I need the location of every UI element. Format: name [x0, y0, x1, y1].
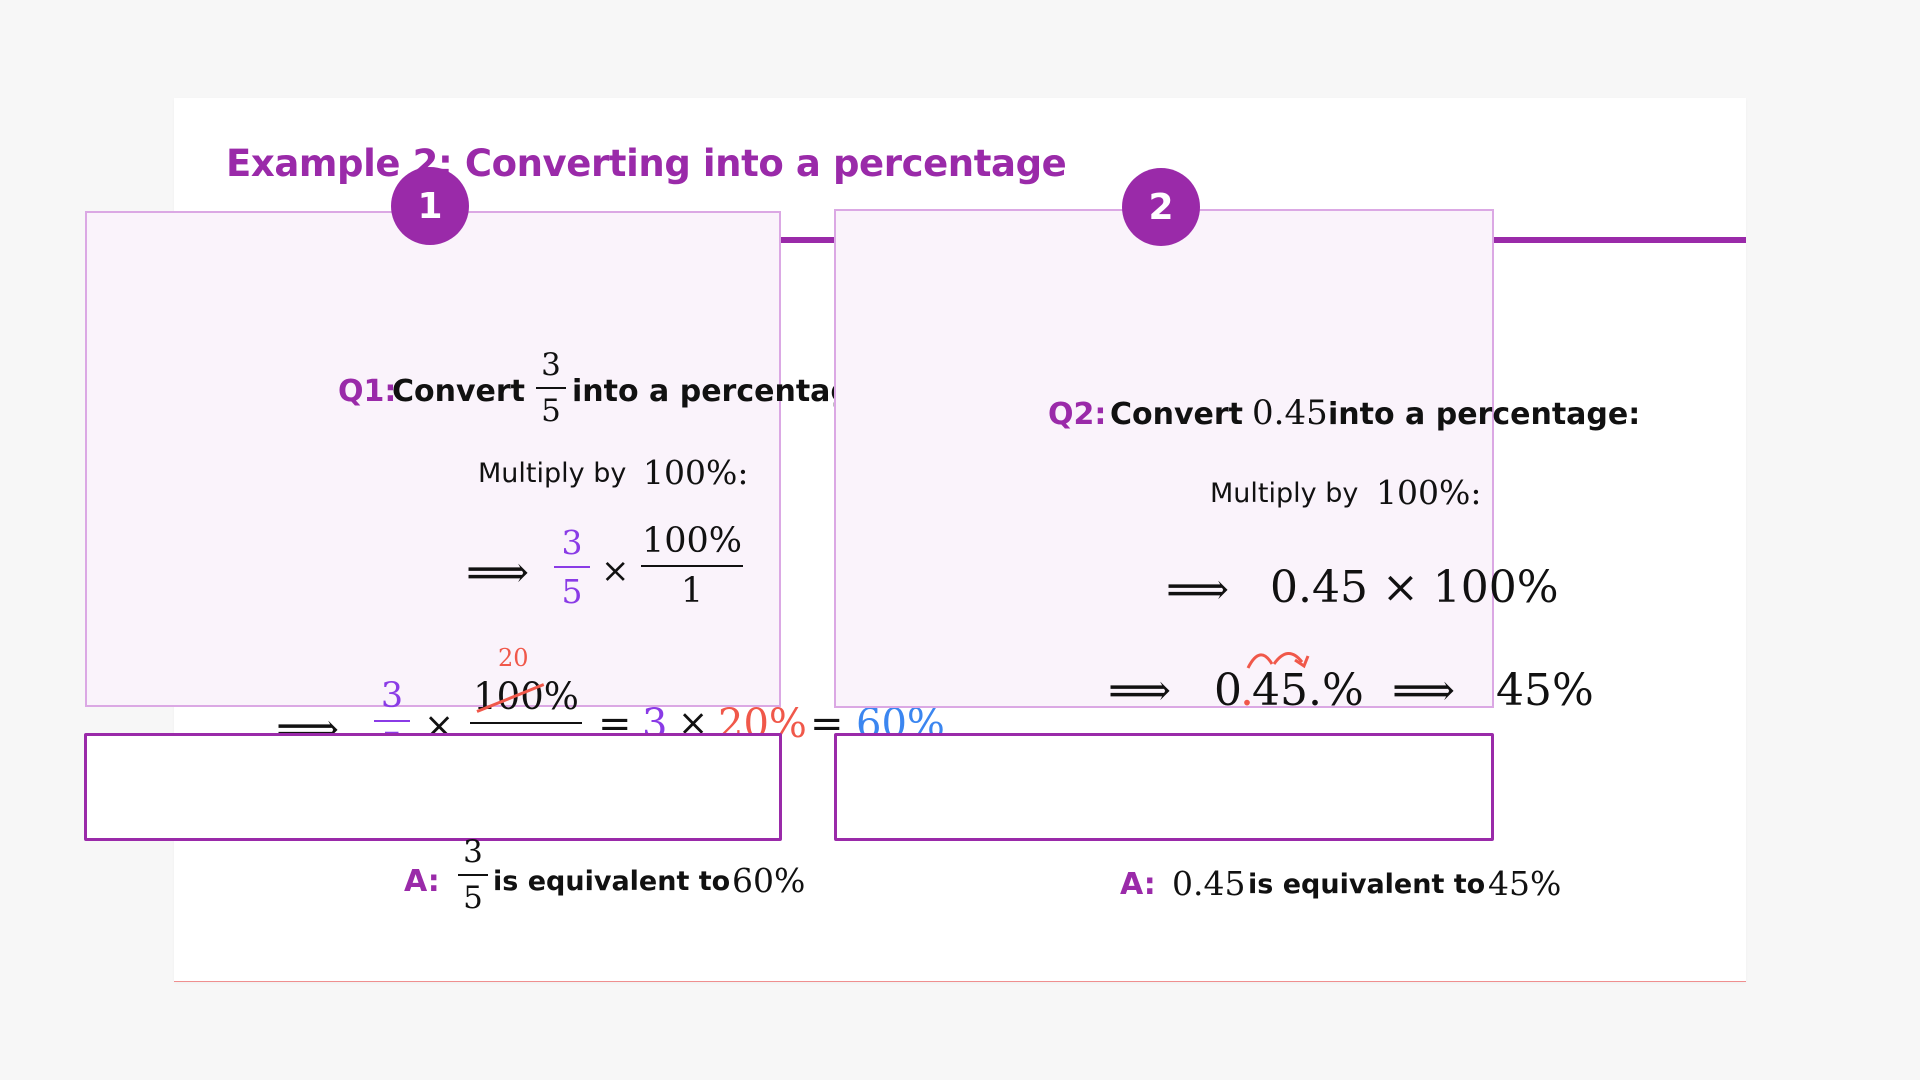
question-2-panel — [834, 209, 1494, 708]
page-title: Example 2: Converting into a percentage — [226, 142, 1067, 185]
a2-value: 0.45 — [1172, 864, 1246, 903]
q2-step1-implies-icon: ⟹ — [1166, 564, 1230, 615]
question-2-badge: 2 — [1122, 168, 1200, 246]
q2-step2-zero: 0 — [1214, 665, 1242, 716]
a1-value: 60% — [732, 861, 806, 900]
q2-multiply-text: Multiply by — [1210, 478, 1359, 509]
question-1-badge: 1 — [391, 167, 469, 245]
q1-step2-frac2-bar — [470, 722, 582, 724]
answer-1-box — [84, 733, 782, 841]
q2-prompt-post: into a percentage: — [1328, 397, 1641, 432]
q1-step1-frac2-numerator: 100% — [641, 521, 743, 561]
q1-prompt-post: into a percentage: — [572, 374, 885, 409]
q1-multiply-value: 100%: — [643, 453, 749, 492]
a2-text: is equivalent to — [1248, 869, 1486, 900]
a1-fraction-bar — [458, 874, 488, 876]
q2-value: 0.45 — [1252, 393, 1328, 433]
q2-step2-percent: % — [1322, 665, 1364, 716]
q1-step1-implies-icon: ⟹ — [466, 547, 530, 598]
q2-label: Q2: — [1048, 397, 1107, 432]
q1-step2-frac2-numerator: 100% — [473, 675, 579, 718]
q2-step2-digits: 45. — [1252, 665, 1322, 716]
q1-step1-fraction-2: 100% 1 — [641, 521, 743, 611]
answer-2-box — [834, 733, 1494, 841]
q1-fraction-bar — [536, 387, 566, 389]
q2-step2-old-decimal: . — [1240, 665, 1254, 716]
q2-step2-result: 45% — [1496, 665, 1594, 716]
q1-prompt-pre: Convert — [392, 374, 526, 409]
q2-step1-expression: 0.45 × 100% — [1270, 562, 1559, 613]
q1-multiply-text: Multiply by — [478, 458, 627, 489]
q1-step1-denominator: 5 — [561, 572, 583, 611]
q1-step1-fraction: 3 5 — [554, 523, 590, 611]
q1-fraction-numerator: 3 — [541, 347, 561, 383]
q1-label: Q1: — [338, 374, 397, 409]
a1-fraction-denominator: 5 — [463, 880, 483, 916]
q2-step2-implies-icon: ⟹ — [1108, 665, 1172, 716]
a1-label: A: — [404, 864, 440, 899]
question-1-panel — [85, 211, 781, 707]
a1-fraction: 3 5 — [458, 834, 488, 916]
q1-fraction-denominator: 5 — [541, 393, 561, 429]
q1-step1-frac2-denominator: 1 — [680, 571, 704, 611]
q1-step1-times-icon: × — [601, 551, 630, 591]
a1-fraction-numerator: 3 — [463, 834, 483, 870]
q2-prompt-pre: Convert — [1110, 397, 1244, 432]
q1-step1-bar — [554, 566, 590, 568]
q1-step2-bar — [374, 720, 410, 722]
q2-multiply-value: 100%: — [1376, 473, 1482, 512]
q1-step2-numerator: 3 — [380, 676, 404, 716]
q1-fraction: 3 5 — [536, 347, 566, 429]
a2-label: A: — [1120, 867, 1156, 902]
q1-step2-reduced-numerator: 20 — [498, 644, 529, 672]
a2-result: 45% — [1488, 864, 1562, 903]
a1-text: is equivalent to — [493, 866, 731, 897]
q1-step1-frac2-bar — [641, 565, 743, 567]
q1-step1-numerator: 3 — [561, 523, 583, 562]
decimal-shift-arrows-icon — [1246, 652, 1310, 669]
q2-step2-implies-icon-2: ⟹ — [1392, 665, 1456, 716]
